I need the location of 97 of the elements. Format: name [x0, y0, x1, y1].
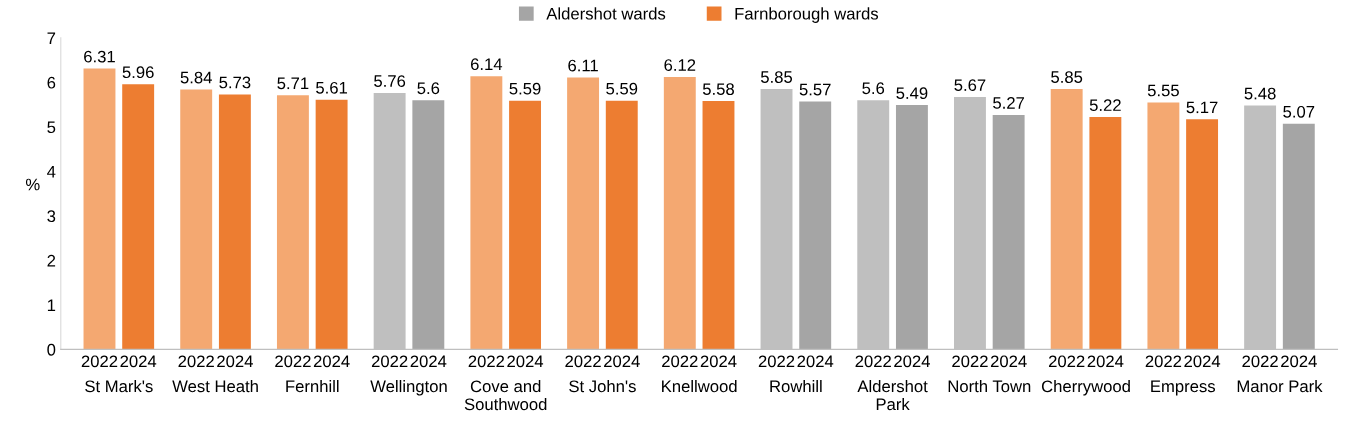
text: 2024 [894, 355, 930, 368]
data-label: 5.48 [1244, 87, 1276, 100]
text: 2022 [371, 355, 408, 368]
data-label: 5.07 [1283, 105, 1315, 118]
x-tick-label: Fernhill [286, 379, 339, 393]
text: 2022 [275, 355, 311, 368]
data-label: 5.6 [417, 82, 440, 95]
data-label: 5.22 [1089, 99, 1121, 112]
data-label: 5.17 [1186, 101, 1218, 114]
y-tick-label: 7 [47, 32, 56, 44]
data-label: 5.67 [954, 79, 986, 92]
text: 2024 [990, 355, 1027, 368]
text: 2022 [662, 355, 698, 368]
y-axis-title: % [25, 178, 40, 191]
text: 2022 [178, 355, 214, 368]
data-label: 5.71 [277, 77, 309, 90]
legend-label: Farnborough wards [735, 7, 879, 23]
bar [799, 101, 832, 350]
text: 2024 [604, 355, 640, 368]
bar [1186, 119, 1219, 350]
y-tick-label: 2 [47, 254, 56, 267]
data-label: 5.85 [760, 71, 793, 83]
x-tick-label: Aldershot Park [857, 379, 928, 411]
bar [992, 114, 1025, 350]
bar [276, 95, 309, 350]
x-tick-label: North Town [948, 379, 1031, 393]
text: 2024 [700, 355, 737, 368]
text: 2022 [952, 355, 988, 368]
bar [509, 100, 542, 350]
text: 2022 [1242, 355, 1278, 368]
data-label: 5.58 [702, 83, 734, 96]
data-label: 5.27 [993, 97, 1025, 109]
y-tick-label: 1 [47, 299, 56, 311]
bar [1282, 123, 1315, 350]
bar [567, 77, 600, 350]
text: 2022 [855, 355, 891, 368]
text: 2022 [468, 355, 505, 368]
bar [663, 77, 696, 350]
data-label: 5.96 [122, 66, 154, 79]
series-label: 2024 [1184, 355, 1221, 368]
y-tick-label: 0 [47, 343, 56, 356]
data-label: 5.55 [1147, 84, 1179, 97]
data-label: 5.61 [316, 81, 348, 94]
series-label: 2022 [81, 355, 118, 368]
bar [702, 101, 735, 350]
text: 2024 [313, 355, 350, 368]
data-label: 5.59 [509, 82, 541, 95]
data-label: 5.84 [180, 71, 212, 84]
text: 2024 [1281, 355, 1317, 368]
data-label: 6.12 [664, 59, 696, 71]
text: 2022 [1048, 355, 1085, 368]
data-label: 5.6 [862, 82, 885, 95]
data-label: 5.76 [374, 75, 406, 88]
y-tick-label: 3 [47, 210, 56, 223]
data-label: 5.59 [606, 82, 638, 95]
bar [605, 100, 638, 350]
y-tick-label: 6 [47, 76, 56, 89]
data-label: 5.49 [896, 87, 928, 100]
bar [412, 100, 445, 350]
x-tick-label: St Mark's [85, 379, 153, 393]
data-label: 5.57 [799, 83, 831, 96]
bar [895, 105, 928, 350]
data-label: 5.85 [1051, 71, 1083, 83]
bar [122, 84, 155, 350]
data-label: 5.73 [219, 76, 251, 89]
bar [470, 76, 503, 350]
text: 2024 [797, 355, 834, 368]
x-tick-label: Empress [1151, 380, 1216, 396]
bar [83, 68, 116, 350]
legend-label: Aldershot wards [546, 7, 666, 20]
x-tick-label: Wellington [370, 379, 447, 396]
text: 2024 [507, 355, 544, 368]
x-tick-label: Knellwood [662, 379, 737, 393]
x-tick-label: Manor Park [1237, 379, 1323, 393]
x-tick-label: St John's [569, 379, 636, 393]
text: 2022 [1145, 355, 1182, 368]
data-label: 6.14 [470, 58, 503, 71]
data-label: 6.31 [84, 50, 115, 63]
bar [218, 94, 251, 350]
x-tick-label: Cove and Southwood [464, 379, 547, 411]
text: 2022 [565, 355, 601, 368]
bar [1147, 102, 1180, 350]
text: 2024 [217, 355, 253, 368]
x-tick-label: West Heath [172, 379, 258, 393]
x-tick-label: Cherrywood [1041, 379, 1130, 396]
bar [180, 89, 213, 350]
y-tick-label: 5 [47, 121, 56, 134]
text: 2024 [120, 355, 157, 368]
bar [315, 99, 348, 350]
y-tick-label: 4 [47, 165, 56, 178]
x-tick-label: Rowhill [770, 379, 822, 393]
bar [1089, 117, 1122, 350]
data-label: 6.11 [568, 59, 598, 72]
bar [1050, 89, 1083, 350]
text: 2022 [758, 355, 795, 368]
text: 2024 [410, 355, 447, 368]
text: 2024 [1087, 355, 1124, 368]
